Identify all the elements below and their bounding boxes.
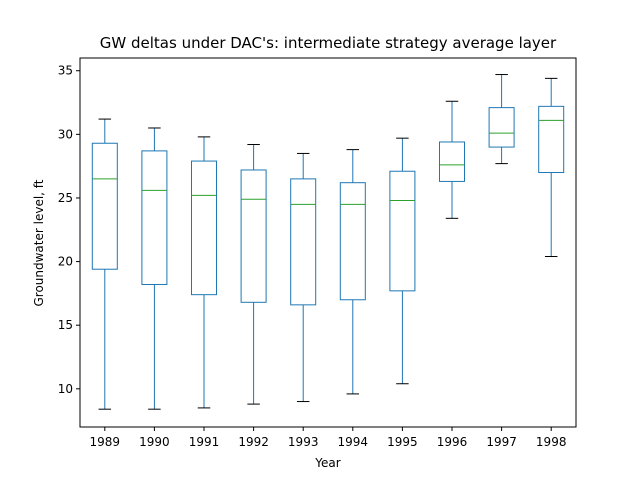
box-1994 <box>339 149 366 395</box>
x-tick-label: 1995 <box>387 435 418 449</box>
box-1991 <box>191 136 217 409</box>
x-tick-label: 1994 <box>338 435 369 449</box>
box-iqr <box>240 169 267 303</box>
box-1993 <box>290 152 317 403</box>
box-iqr <box>290 178 317 306</box>
x-axis-label: Year <box>314 456 340 470</box>
box-1995 <box>389 137 416 385</box>
y-axis-label: Groundwater level, ft <box>32 179 46 306</box>
axes-frame <box>79 57 577 428</box>
x-tick-label: 1992 <box>238 435 269 449</box>
plot-area: 10 15 20 25 30 35 1989 1990 1991 1992 1993 1994 1995… <box>58 57 577 449</box>
x-tick-label: 1990 <box>139 435 170 449</box>
box-1996 <box>439 100 465 219</box>
x-tick-label: 1997 <box>486 435 517 449</box>
y-tick-label: 20 <box>58 255 73 269</box>
y-tick-label: 35 <box>58 64 73 78</box>
box-iqr <box>538 105 565 174</box>
box-iqr <box>339 182 366 301</box>
box-1989 <box>91 118 118 410</box>
box-iqr <box>91 142 118 270</box>
box-1998 <box>538 77 565 257</box>
box-iqr <box>389 170 416 292</box>
chart-title: GW deltas under DAC's: intermediate stra… <box>100 34 557 52</box>
x-tick-label: 1996 <box>437 435 468 449</box>
y-tick-label: 15 <box>58 318 73 332</box>
x-tick-label: 1989 <box>90 435 121 449</box>
box-iqr <box>141 150 168 285</box>
y-tick-label: 30 <box>58 127 73 141</box>
box-iqr <box>488 107 515 148</box>
box-1992 <box>240 144 267 405</box>
box-1997 <box>488 74 515 165</box>
y-tick-label: 25 <box>58 191 73 205</box>
box-iqr <box>439 141 465 182</box>
x-tick-label: 1998 <box>536 435 567 449</box>
x-tick-label: 1991 <box>189 435 220 449</box>
box-1990 <box>141 127 168 410</box>
box-iqr <box>191 160 217 296</box>
y-tick-label: 10 <box>58 382 73 396</box>
x-tick-label: 1993 <box>288 435 319 449</box>
